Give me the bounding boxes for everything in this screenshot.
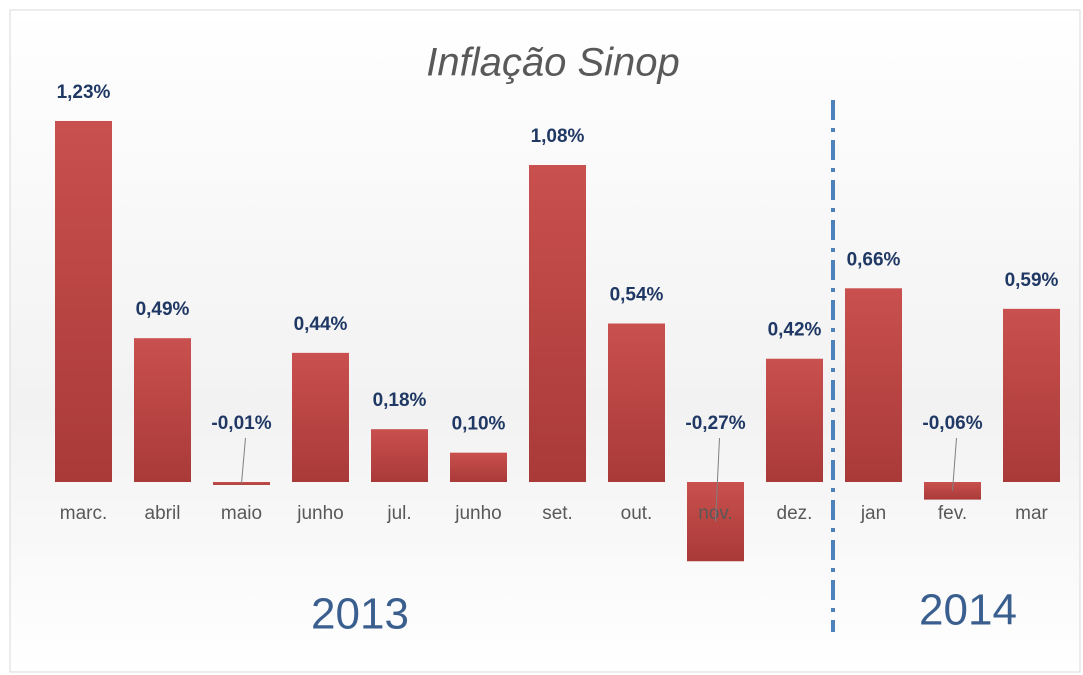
x-tick-label: dez. xyxy=(777,503,813,524)
value-label: -0,06% xyxy=(922,413,982,434)
year-label: 2014 xyxy=(919,586,1017,635)
bar xyxy=(55,120,112,483)
value-label: 0,18% xyxy=(373,390,427,411)
bar xyxy=(766,358,823,482)
value-label: 0,42% xyxy=(768,320,822,341)
bar xyxy=(608,323,665,482)
x-tick-label: fev. xyxy=(938,503,967,524)
x-tick-label: junho xyxy=(296,503,344,524)
x-tick-label: mar xyxy=(1015,503,1048,524)
value-label: 0,66% xyxy=(847,249,901,270)
bar xyxy=(371,429,428,482)
value-label: 0,54% xyxy=(610,285,664,306)
leader-line xyxy=(241,437,246,484)
x-tick-label: maio xyxy=(221,503,262,524)
value-label: 0,59% xyxy=(1005,270,1059,291)
x-tick-label: abril xyxy=(145,503,181,524)
bar xyxy=(529,165,586,482)
bar xyxy=(292,352,349,482)
year-label: 2013 xyxy=(311,590,409,639)
value-label: 0,10% xyxy=(452,414,506,435)
x-tick-label: jan xyxy=(860,503,886,524)
x-tick-label: marc. xyxy=(60,503,108,524)
chart-title: Inflação Sinop xyxy=(426,41,680,85)
value-label: 0,49% xyxy=(136,299,190,320)
bar xyxy=(134,338,191,482)
x-tick-label: set. xyxy=(542,503,573,524)
leader-line xyxy=(952,437,957,491)
value-label: 1,23% xyxy=(57,82,111,103)
x-tick-label: junho xyxy=(454,503,502,524)
value-label: -0,01% xyxy=(211,413,271,434)
bar xyxy=(450,452,507,482)
leader-line xyxy=(715,437,720,522)
x-tick-label: out. xyxy=(621,503,653,524)
bar xyxy=(1003,308,1060,482)
value-label: -0,27% xyxy=(685,413,745,434)
value-label: 0,44% xyxy=(294,314,348,335)
value-label: 1,08% xyxy=(531,126,585,147)
x-tick-label: jul. xyxy=(386,503,411,524)
bar xyxy=(845,288,902,482)
